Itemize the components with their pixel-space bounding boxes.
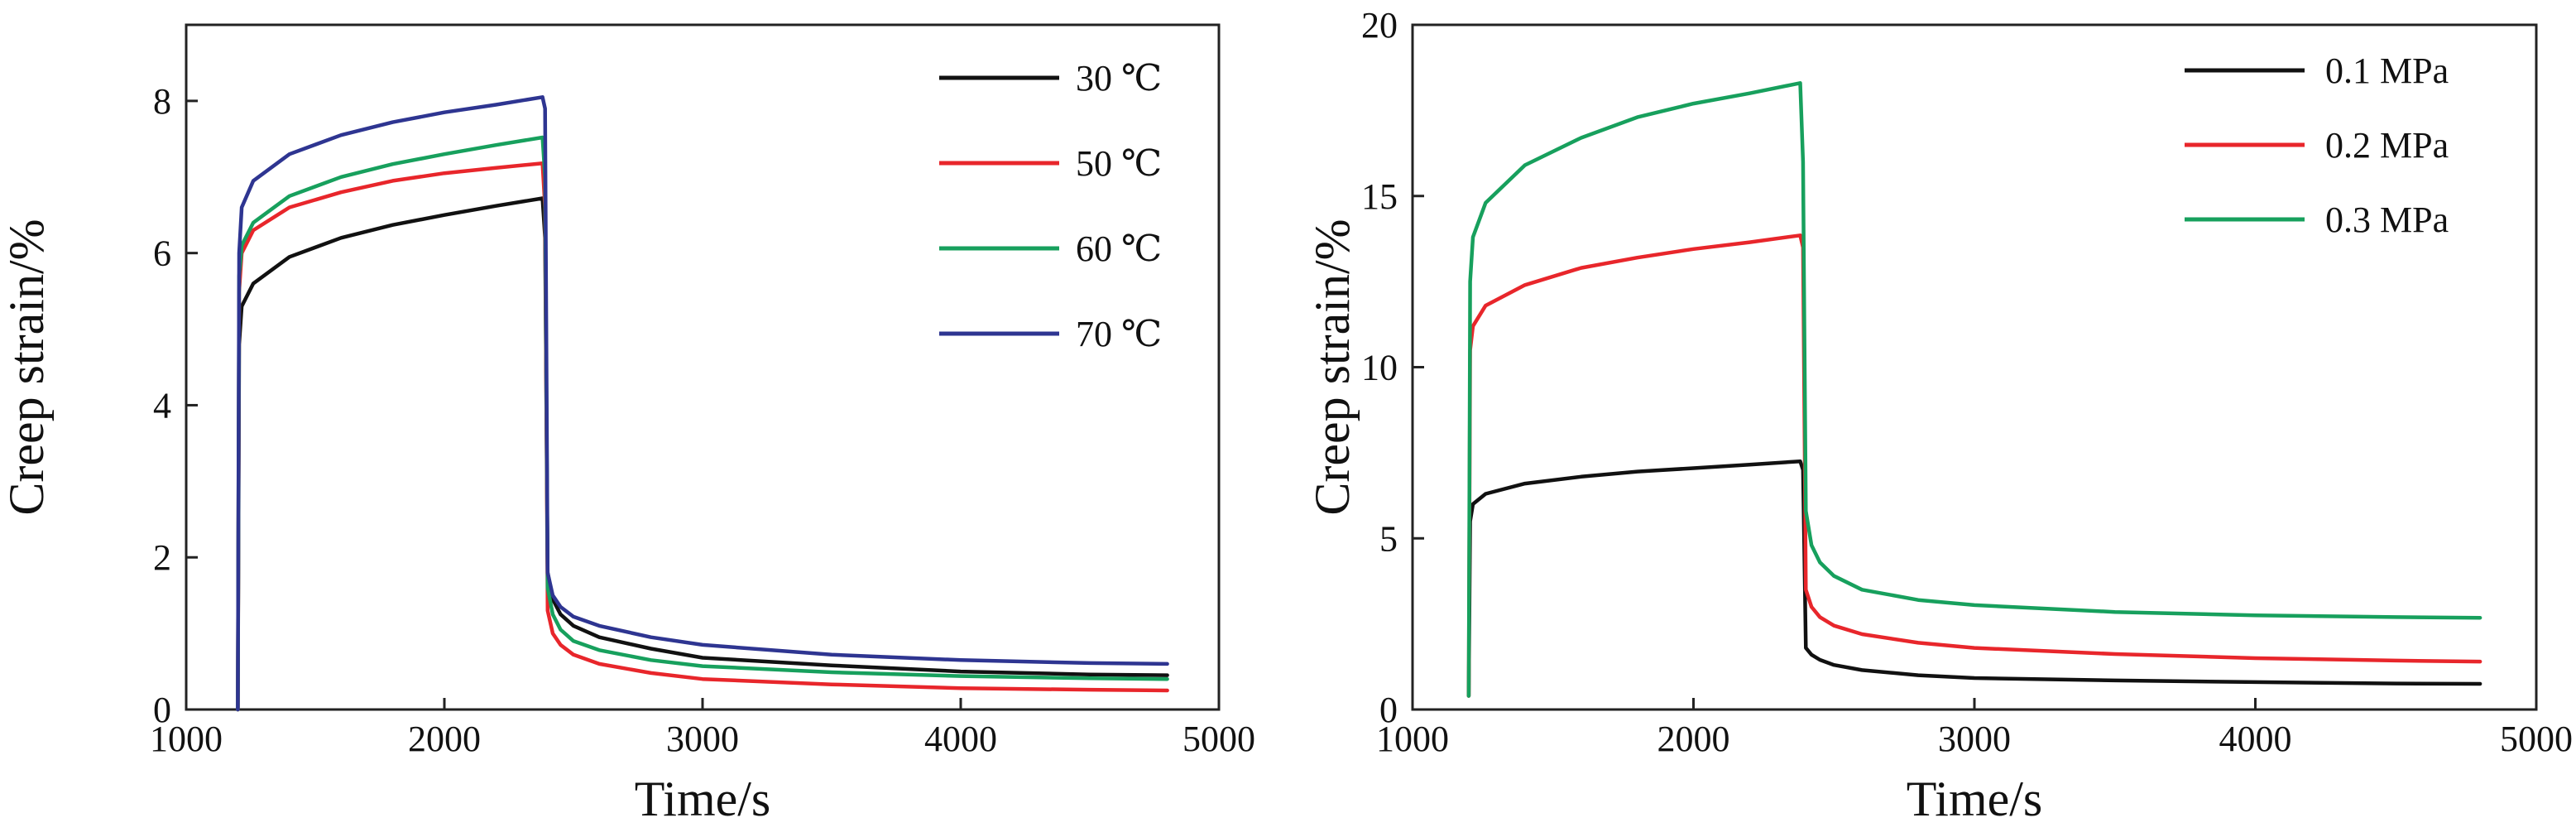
chart-left-x-tick-label: 4000 (924, 719, 997, 759)
chart-right-x-tick-label: 3000 (1938, 719, 2011, 759)
chart-left-x-tick-label: 2000 (408, 719, 481, 759)
chart-left-series-line-4 (236, 95, 1169, 712)
chart-right-y-tick-label: 0 (1379, 690, 1398, 730)
chart-right-x-axis-label: Time/s (1907, 772, 2043, 826)
chart-right-series-line-3 (1466, 81, 2482, 698)
chart-left-x-tick-label: 5000 (1182, 719, 1255, 759)
chart-right-x-tick-label: 2000 (1657, 719, 1730, 759)
chart-right-y-axis-label: Creep strain/% (1305, 219, 1360, 515)
chart-left-y-tick-label: 2 (153, 537, 171, 578)
chart-right-y-tick-label: 15 (1361, 176, 1398, 217)
chart-left-series-line-2 (236, 161, 1169, 712)
chart-left-legend-label-1: 30 ℃ (1076, 58, 1162, 99)
chart-right-legend-label-2: 0.2 MPa (2325, 125, 2449, 166)
chart-left-x-tick-label: 1000 (150, 719, 223, 759)
chart-left-y-axis-label: Creep strain/% (0, 219, 54, 515)
chart-left-y-tick-label: 0 (153, 690, 171, 730)
chart-left-legend-label-3: 60 ℃ (1076, 228, 1162, 269)
chart-right-x-tick-label: 5000 (2500, 719, 2573, 759)
chart-left-temperature: 1000 2000 3000 4000 5000 0 2 4 6 8 Time/s Creep str… (0, 23, 1255, 826)
chart-right-x-tick-label: 4000 (2219, 719, 2292, 759)
chart-right-legend-label-3: 0.3 MPa (2325, 200, 2449, 240)
chart-left-series-line-3 (236, 135, 1169, 712)
chart-left-plot-frame (185, 23, 1221, 711)
chart-left-y-tick-label: 6 (153, 233, 171, 274)
chart-left-legend-label-2: 50 ℃ (1076, 143, 1162, 184)
chart-left-legend-label-4: 70 ℃ (1076, 314, 1162, 354)
chart-right-y-tick-label: 20 (1361, 5, 1398, 46)
chart-right-legend-label-1: 0.1 MPa (2325, 51, 2449, 91)
chart-right-legend: 0.1 MPa 0.2 MPa 0.3 MPa (2185, 51, 2449, 240)
chart-right-pressure: 1000 2000 3000 4000 5000 0 5 10 15 20 Time/s Creep … (1305, 5, 2573, 826)
chart-left-series-line-1 (236, 196, 1169, 712)
chart-right-y-tick-label: 5 (1379, 518, 1398, 559)
chart-right-y-tick-label: 10 (1361, 348, 1398, 388)
chart-right-x-tick-label: 1000 (1376, 719, 1449, 759)
chart-left-y-tick-label: 8 (153, 81, 171, 122)
chart-left-x-tick-label: 3000 (666, 719, 739, 759)
chart-left-y-tick-label: 4 (153, 385, 171, 426)
chart-left-x-axis-label: Time/s (635, 772, 771, 826)
chart-left-legend: 30 ℃ 50 ℃ 60 ℃ 70 ℃ (939, 58, 1162, 354)
chart-right-series-line-2 (1466, 233, 2482, 698)
